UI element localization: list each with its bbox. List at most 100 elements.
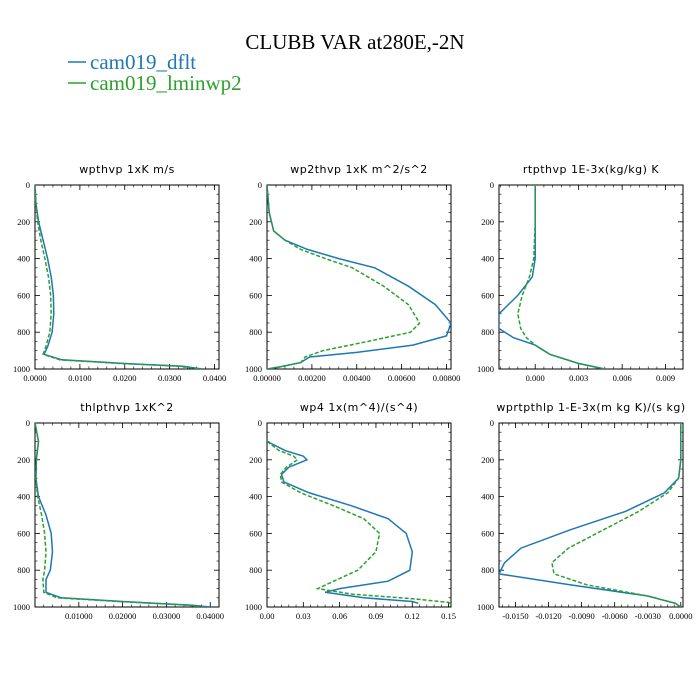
panel-title: rtpthvp 1E-3x(kg/kg) K <box>523 163 660 176</box>
y-tick-label: 0 <box>258 180 262 190</box>
plot-frame <box>266 184 452 370</box>
x-tick-label: 0.09 <box>369 611 384 621</box>
y-tick-label: 200 <box>17 455 30 465</box>
y-tick-label: 600 <box>249 528 262 538</box>
x-tick-label: -0.0030 <box>635 611 661 621</box>
y-tick-label: 400 <box>17 492 30 502</box>
x-tick-label: 0.0100 <box>68 373 91 383</box>
y-tick-label: 400 <box>17 254 30 264</box>
y-tick-label: 1000 <box>477 602 494 612</box>
plot-frame <box>266 422 452 608</box>
y-tick-label: 400 <box>481 492 494 502</box>
y-tick-label: 1000 <box>245 602 262 612</box>
y-tick-label: 200 <box>481 455 494 465</box>
x-tick-label: 0.03000 <box>153 611 181 621</box>
y-tick-label: 200 <box>17 217 30 227</box>
y-tick-label: 800 <box>17 565 30 575</box>
panel-title: wpthvp 1xK m/s <box>79 163 175 176</box>
panel-title: wp2thvp 1xK m^2/s^2 <box>290 163 428 176</box>
series-line-dflt <box>267 185 451 369</box>
y-tick-label: 1000 <box>477 364 494 374</box>
series-line-lminwp2 <box>551 423 682 607</box>
y-tick-label: 600 <box>249 290 262 300</box>
x-tick-label: 0.0400 <box>203 373 226 383</box>
y-tick-label: 1000 <box>13 602 30 612</box>
y-tick-label: 0 <box>490 180 494 190</box>
panel-title: thlpthvp 1xK^2 <box>80 401 174 414</box>
legend: cam019_dflt cam019_lminwp2 <box>68 50 242 95</box>
y-tick-label: 600 <box>17 528 30 538</box>
legend-label-lminwp2: cam019_lminwp2 <box>90 71 242 95</box>
x-tick-label: 0.02000 <box>109 611 137 621</box>
x-tick-label: 0.000 <box>526 373 545 383</box>
panel-2: wp2thvp 1xK m^2/s^2020040060080010000.00… <box>245 163 460 383</box>
series-line-dflt <box>267 440 419 605</box>
x-tick-label: 0.06 <box>332 611 347 621</box>
y-tick-label: 400 <box>249 254 262 264</box>
figure-title: CLUBB VAR at280E,-2N <box>245 30 464 54</box>
x-tick-label: 0.00400 <box>343 373 371 383</box>
x-tick-label: -0.0060 <box>602 611 628 621</box>
y-tick-label: 600 <box>481 290 494 300</box>
y-tick-label: 600 <box>481 528 494 538</box>
plot-frame <box>34 422 220 608</box>
series-line-lminwp2 <box>267 440 451 605</box>
panel-4: thlpthvp 1xK^2 0 200 400 600 800 1000 0.01000 0.… <box>13 401 224 621</box>
legend-label-dflt: cam019_dflt <box>90 50 196 74</box>
x-tick-label: 0.0000 <box>669 611 692 621</box>
panel-3: rtpthvp 1E-3x(kg/kg) K 0 200 400 600 800 1000 0… <box>477 163 684 383</box>
y-tick-label: 800 <box>481 327 494 337</box>
y-tick-label: 800 <box>17 327 30 337</box>
plot-frame <box>498 422 684 608</box>
x-tick-label: 0.0300 <box>158 373 181 383</box>
panel-6: wprtpthlp 1-E-3x(m kg K)/(s kg)0 200 400 60… <box>477 401 692 621</box>
series-line-dflt <box>35 185 203 369</box>
x-tick-label: 0.003 <box>569 373 588 383</box>
x-tick-label: 0.00800 <box>433 373 461 383</box>
series-line-lminwp2 <box>35 185 199 369</box>
y-tick-label: 600 <box>17 290 30 300</box>
y-tick-label: 200 <box>249 455 262 465</box>
series-line-lminwp2 <box>35 423 206 607</box>
y-tick-label: 800 <box>249 327 262 337</box>
x-tick-label: -0.0090 <box>569 611 595 621</box>
series-line-dflt <box>35 423 211 607</box>
x-tick-label: 0.00 <box>260 611 275 621</box>
x-tick-label: 0.00000 <box>253 373 281 383</box>
x-tick-label: 0.04000 <box>196 611 224 621</box>
panel-title: wprtpthlp 1-E-3x(m kg K)/(s kg) <box>496 401 685 414</box>
series-line-lminwp2 <box>267 185 421 369</box>
series-line-dflt <box>499 423 682 607</box>
x-tick-label: 0.00200 <box>298 373 326 383</box>
y-tick-label: 400 <box>481 254 494 264</box>
series-line-dflt <box>499 185 605 369</box>
x-tick-label: 0.01000 <box>65 611 93 621</box>
plot-frame <box>34 184 220 370</box>
y-tick-label: 0 <box>26 180 30 190</box>
y-tick-label: 200 <box>481 217 494 227</box>
panel-title: wp4 1x(m^4)/(s^4) <box>300 401 418 414</box>
x-tick-label: 0.00600 <box>388 373 416 383</box>
x-tick-label: 0.006 <box>613 373 632 383</box>
y-tick-label: 0 <box>26 418 30 428</box>
x-tick-label: 0.15 <box>441 611 456 621</box>
y-tick-label: 800 <box>249 565 262 575</box>
y-tick-label: 200 <box>249 217 262 227</box>
x-tick-label: -0.0120 <box>535 611 561 621</box>
x-tick-label: 0.0200 <box>113 373 136 383</box>
series-line-lminwp2 <box>517 185 605 369</box>
y-tick-label: 800 <box>481 565 494 575</box>
x-tick-label: 0.009 <box>656 373 675 383</box>
y-tick-label: 0 <box>490 418 494 428</box>
x-tick-label: -0.0150 <box>502 611 528 621</box>
x-tick-label: 0.03 <box>296 611 311 621</box>
y-tick-label: 1000 <box>245 364 262 374</box>
x-tick-label: 0.12 <box>405 611 420 621</box>
y-tick-label: 400 <box>249 492 262 502</box>
y-tick-label: 1000 <box>13 364 30 374</box>
x-tick-label: 0.0000 <box>23 373 46 383</box>
